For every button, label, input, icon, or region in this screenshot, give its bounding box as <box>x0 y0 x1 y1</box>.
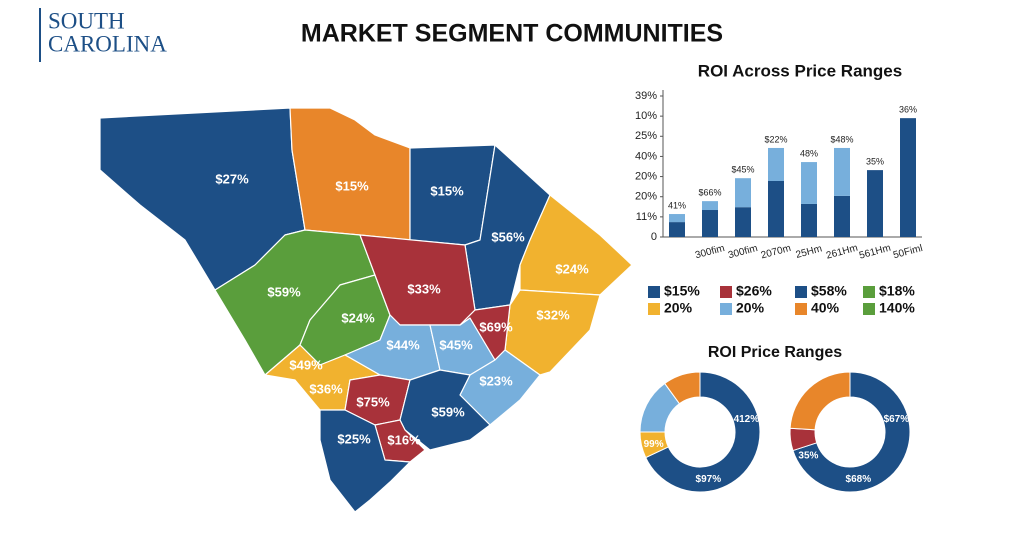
map-region <box>289 107 411 241</box>
legend-label: $18% <box>879 283 915 299</box>
region-label: $16% <box>387 432 421 447</box>
legend-label: $15% <box>664 283 700 299</box>
legend-swatch <box>720 286 732 298</box>
donut-label: $67% <box>884 414 910 425</box>
y-tick-label: 25% <box>635 130 657 142</box>
x-tick-label: 300fim <box>694 243 726 261</box>
bar-segment <box>801 162 817 204</box>
region-label: $23% <box>479 373 513 388</box>
legend-swatch <box>795 286 807 298</box>
bar-segment <box>834 147 850 196</box>
region-label: $15% <box>335 178 369 193</box>
x-tick-label: 25Hm <box>795 243 824 261</box>
bar-segment <box>768 147 784 182</box>
region-label: $49% <box>289 357 323 372</box>
region-label: $36% <box>309 381 343 396</box>
legend-label: $58% <box>811 283 847 299</box>
legend-label: $26% <box>736 283 772 299</box>
donut-label: 99% <box>644 439 664 450</box>
legend-swatch <box>795 303 807 315</box>
legend-swatch <box>863 303 875 315</box>
region-label: $33% <box>407 281 441 296</box>
bar-segment <box>669 222 685 237</box>
region-label: $25% <box>337 431 371 446</box>
bar-segment <box>702 210 718 237</box>
brand-line: SOUTH <box>48 8 125 33</box>
bar-segment <box>735 207 751 237</box>
brand-line: CAROLINA <box>48 31 167 56</box>
bar-segment <box>768 181 784 237</box>
donut-label: $68% <box>846 474 872 485</box>
region-label: $24% <box>341 310 375 325</box>
region-label: $75% <box>356 394 390 409</box>
y-tick-label: 39% <box>635 90 657 102</box>
bar-label: 36% <box>899 105 917 115</box>
donut-label: $97% <box>696 474 722 485</box>
region-label: $69% <box>479 319 513 334</box>
bar-label: 48% <box>800 148 818 158</box>
legend-label: 40% <box>811 300 840 316</box>
legend-swatch <box>863 286 875 298</box>
region-label: $44% <box>386 337 420 352</box>
x-tick-label: 261Hm <box>825 243 859 262</box>
donut-segment <box>645 371 761 493</box>
x-tick-label: 2070m <box>760 243 792 262</box>
region-label: $59% <box>267 284 301 299</box>
bar-label: 41% <box>668 200 686 210</box>
donut-segment <box>789 371 851 431</box>
donut-segment <box>664 371 701 405</box>
bar-label: $22% <box>764 134 787 144</box>
bar-segment <box>834 195 850 237</box>
y-tick-label: 11% <box>636 211 657 223</box>
region-label: $15% <box>430 183 464 198</box>
map-region <box>319 409 411 513</box>
region-label: $32% <box>536 307 570 322</box>
y-tick-label: 40% <box>635 150 657 162</box>
donut-segment <box>792 371 911 493</box>
bar-segment <box>900 118 916 237</box>
region-label: $56% <box>491 229 525 244</box>
bar-segment <box>867 170 883 237</box>
region-label: $59% <box>431 404 465 419</box>
page-title: MARKET SEGMENT COMMUNITIES <box>301 20 723 48</box>
legend-label: 20% <box>664 300 693 316</box>
y-tick-label: 0 <box>651 231 657 243</box>
region-label: $27% <box>215 171 249 186</box>
bar-segment <box>669 214 685 223</box>
map: $27% $15% $15% $56% $24% $32% $59% $24% … <box>99 107 633 513</box>
donut-label: 412% <box>734 414 760 425</box>
bar-segment <box>702 201 718 211</box>
donut-label: 35% <box>798 451 818 462</box>
bar-label: $45% <box>731 165 754 175</box>
bar-label: $66% <box>698 188 721 198</box>
bar-chart-title: ROI Across Price Ranges <box>698 61 902 80</box>
x-tick-label: 300fim <box>727 243 759 261</box>
y-tick-label: 20% <box>635 170 657 182</box>
legend-swatch <box>648 286 660 298</box>
legend-label: 20% <box>736 300 765 316</box>
bar-segment <box>801 203 817 237</box>
region-label: $45% <box>439 337 473 352</box>
legend-swatch <box>720 303 732 315</box>
bar-segment <box>735 178 751 208</box>
y-tick-label: 20% <box>635 191 657 203</box>
y-tick-label: 10% <box>635 110 657 122</box>
x-tick-label: 561Hm <box>858 243 892 262</box>
legend-swatch <box>648 303 660 315</box>
bar-label: 35% <box>866 157 884 167</box>
x-tick-label: 50Fiml <box>892 243 924 261</box>
donut-title: ROI Price Ranges <box>708 344 842 361</box>
legend-label: 140% <box>879 300 915 316</box>
bar-label: $48% <box>830 134 853 144</box>
region-label: $24% <box>555 261 589 276</box>
